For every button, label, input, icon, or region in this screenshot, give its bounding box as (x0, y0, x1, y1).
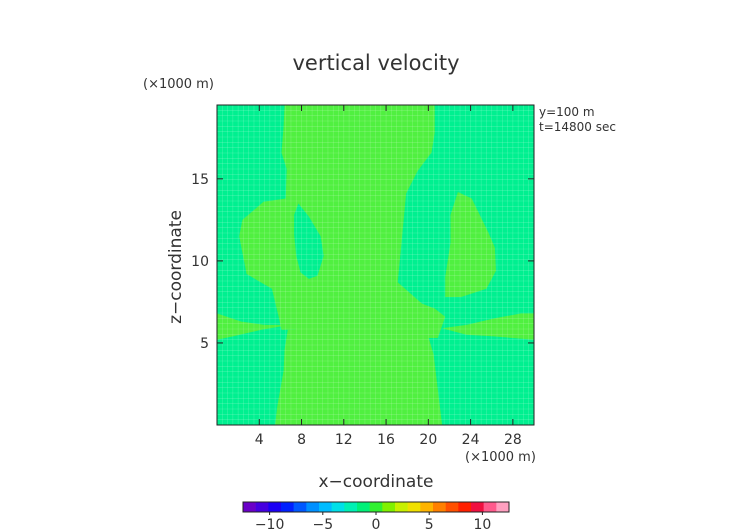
colorbar-tick-label: 0 (372, 517, 381, 532)
plot-area (217, 105, 534, 425)
colorbar-segment (471, 502, 484, 512)
x-tick-label: 24 (462, 432, 480, 448)
x-tick-label: 28 (504, 432, 522, 448)
colorbar-segment (293, 502, 307, 512)
contour-region-4 (217, 313, 290, 340)
colorbar-segment (395, 502, 408, 512)
colorbar-tick-label: −5 (312, 517, 333, 532)
x-axis-ticks: 4 8 12 16 20 24 28 (255, 105, 522, 448)
y-axis-label: z−coordinate (166, 210, 186, 324)
colorbar-tick-label: 5 (425, 517, 434, 532)
annotation-y: y=100 m (539, 105, 595, 119)
contour-region-2 (275, 329, 443, 425)
colorbar-tick-label: 10 (473, 517, 491, 532)
colorbar-segment (496, 502, 510, 512)
contour-region-1 (294, 203, 324, 279)
colorbar-segment (331, 502, 345, 512)
colorbar-segment (420, 502, 434, 512)
colorbar-segment (458, 502, 472, 512)
colorbar-segment (369, 502, 383, 512)
x-axis-label: x−coordinate (319, 472, 434, 492)
grid-lines (217, 105, 534, 425)
contour-region-5 (442, 313, 534, 340)
y-tick-label: 10 (191, 254, 209, 270)
annotation-t: t=14800 sec (539, 120, 616, 134)
colorbar-segment (306, 502, 320, 512)
colorbar-tick-label: −10 (255, 517, 285, 532)
x-tick-label: 4 (255, 432, 264, 448)
colorbar-segment (344, 502, 358, 512)
colorbar-ticks: −10 −5 0 5 10 (255, 512, 491, 532)
chart-title: vertical velocity (292, 51, 459, 75)
colorbar-segment (255, 502, 269, 512)
colorbar (242, 501, 510, 513)
y-tick-label: 15 (191, 172, 209, 188)
colorbar-segment (268, 502, 282, 512)
colorbar-segment (357, 502, 370, 512)
x-tick-label: 12 (335, 432, 353, 448)
colorbar-segment (281, 502, 294, 512)
colorbar-segment (433, 502, 446, 512)
contour-region-0 (239, 105, 446, 338)
x-tick-label: 16 (377, 432, 395, 448)
y-unit-label: (×1000 m) (143, 77, 214, 92)
colorbar-segment (382, 502, 396, 512)
colorbar-segment (483, 502, 497, 512)
x-tick-label: 8 (297, 432, 306, 448)
colorbar-segment (445, 502, 459, 512)
colorbar-segment (319, 502, 332, 512)
y-axis-ticks: 5 10 15 (191, 172, 534, 352)
x-unit-label: (×1000 m) (465, 450, 536, 465)
x-tick-label: 20 (419, 432, 437, 448)
colorbar-segment (243, 502, 256, 512)
y-tick-label: 5 (200, 336, 209, 352)
plot-frame (216, 104, 535, 426)
contour-region-3 (445, 192, 496, 297)
colorbar-segment (407, 502, 421, 512)
